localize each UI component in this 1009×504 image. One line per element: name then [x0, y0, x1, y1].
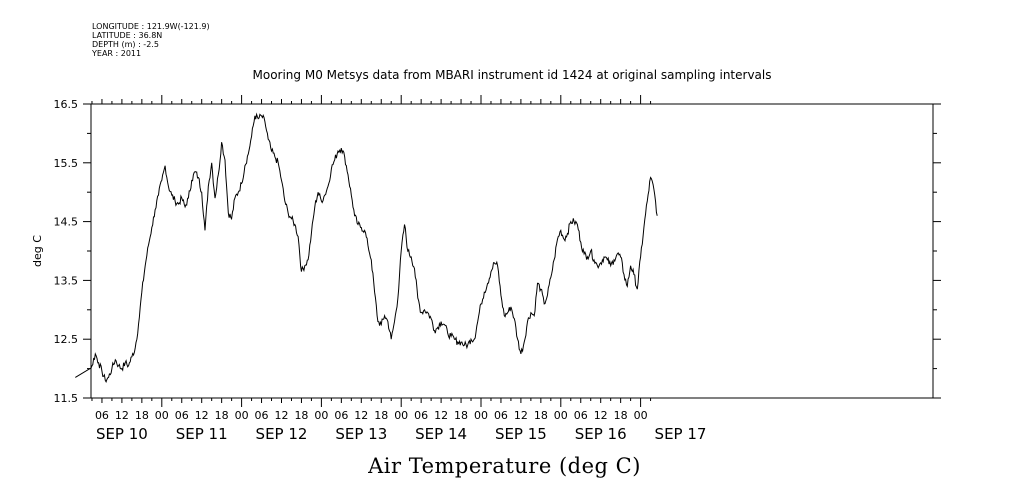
x-day-label: SEP 13 [335, 425, 387, 443]
y-tick-label: 12.5 [54, 333, 79, 346]
y-tick-label: 13.5 [54, 274, 79, 287]
y-axis: 11.5 12.5 13.5 14.5 15.5 16.5 [54, 98, 941, 405]
x-axis: 06 12 18 00 06 12 18 00 06 12 18 00 06 12 18 00 06 12 18 00… [91, 95, 707, 443]
x-hour-label: 00 [554, 409, 568, 422]
x-hour-label: 12 [434, 409, 448, 422]
x-hour-label: 00 [155, 409, 169, 422]
x-day-label: SEP 16 [575, 425, 627, 443]
y-axis-label: deg C [31, 235, 44, 267]
x-hour-label: 18 [374, 409, 388, 422]
x-hour-label: 18 [534, 409, 548, 422]
plot-frame [90, 103, 934, 399]
x-hour-label: 12 [275, 409, 289, 422]
air-temperature-line [75, 112, 658, 384]
x-day-label: SEP 12 [256, 425, 308, 443]
y-tick-label: 15.5 [54, 157, 79, 170]
x-hour-label: 12 [514, 409, 528, 422]
x-day-label: SEP 14 [415, 425, 467, 443]
y-tick-label: 14.5 [54, 216, 79, 229]
y-tick-label: 11.5 [54, 392, 79, 405]
x-axis-title: Air Temperature (deg C) [368, 454, 641, 478]
x-day-label: SEP 11 [176, 425, 228, 443]
x-hour-label: 00 [474, 409, 488, 422]
x-hour-label: 12 [115, 409, 129, 422]
depth-label: DEPTH (m) : -2.5 [92, 40, 159, 49]
latitude-label: LATITUDE : 36.8N [92, 31, 163, 40]
x-hour-label: 12 [195, 409, 209, 422]
x-hour-label: 12 [354, 409, 368, 422]
chart-title: Mooring M0 Metsys data from MBARI instru… [252, 68, 772, 82]
x-hour-label: 18 [215, 409, 229, 422]
longitude-label: LONGITUDE : 121.9W(-121.9) [92, 22, 210, 31]
x-hour-label: 00 [634, 409, 648, 422]
year-label: YEAR : 2011 [92, 49, 142, 58]
y-tick-label: 16.5 [54, 98, 79, 111]
x-hour-label: 06 [175, 409, 189, 422]
metadata-block: LONGITUDE : 121.9W(-121.9) LATITUDE : 36… [92, 22, 210, 58]
x-hour-label: 06 [414, 409, 428, 422]
x-hour-label: 00 [394, 409, 408, 422]
x-hour-label: 18 [135, 409, 149, 422]
x-hour-label: 06 [334, 409, 348, 422]
x-hour-label: 06 [255, 409, 269, 422]
x-day-label: SEP 10 [96, 425, 148, 443]
x-hour-label: 12 [594, 409, 608, 422]
x-hour-label: 06 [95, 409, 109, 422]
x-hour-label: 18 [454, 409, 468, 422]
x-hour-label: 06 [574, 409, 588, 422]
x-day-label: SEP 15 [495, 425, 547, 443]
x-hour-label: 06 [494, 409, 508, 422]
x-hour-label: 18 [614, 409, 628, 422]
x-hour-label: 18 [294, 409, 308, 422]
x-hour-label: 00 [314, 409, 328, 422]
x-hour-label: 00 [235, 409, 249, 422]
x-day-label: SEP 17 [655, 425, 707, 443]
